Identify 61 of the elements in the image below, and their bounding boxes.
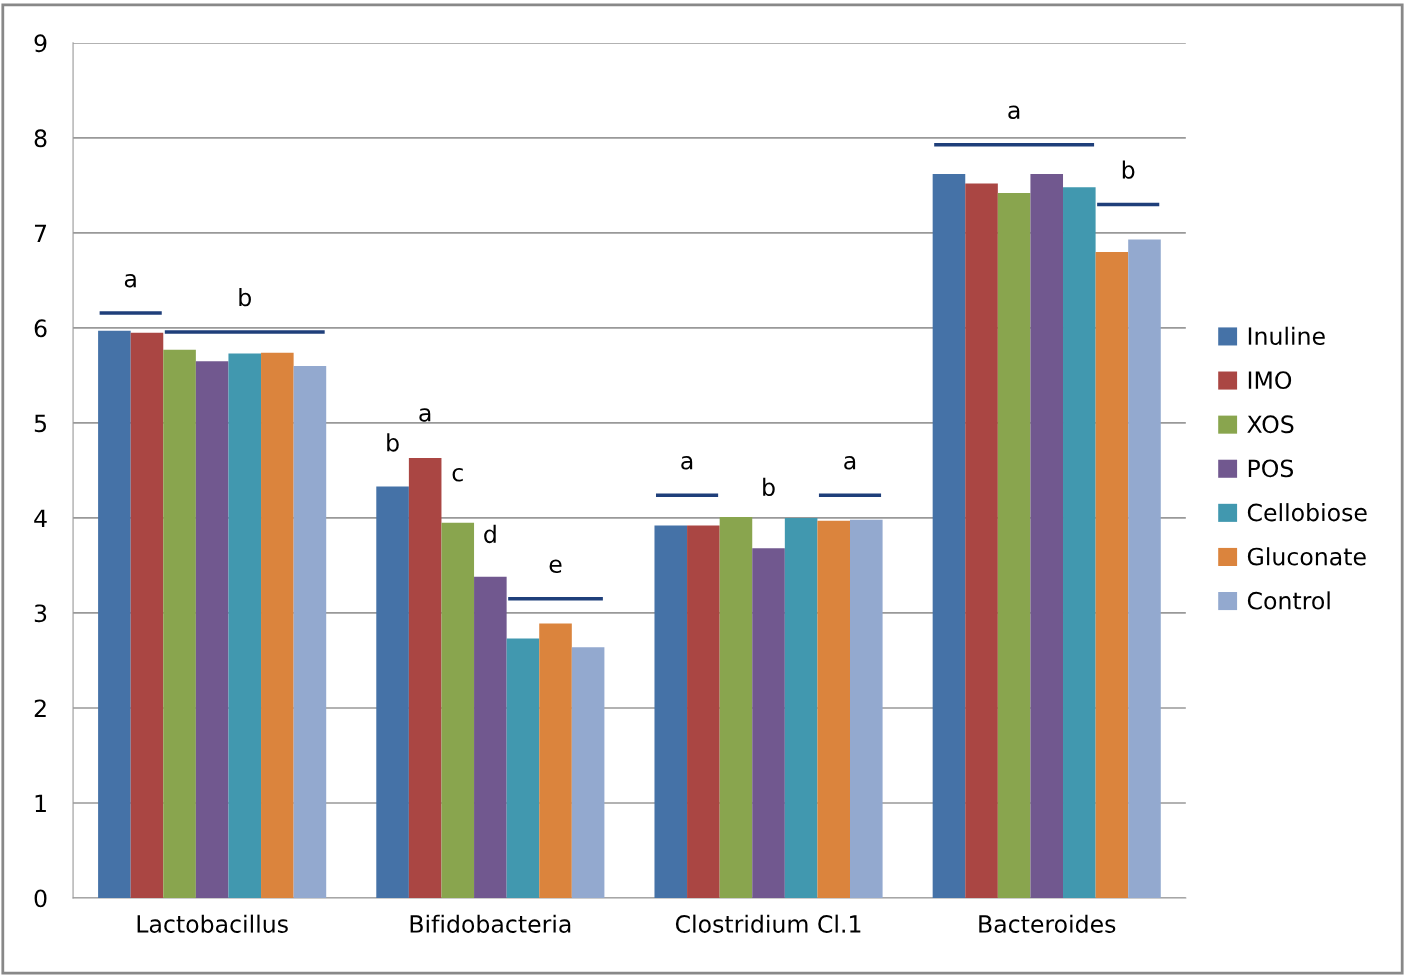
- annotation: c: [452, 468, 463, 482]
- bar: [932, 174, 966, 898]
- bar: [376, 486, 409, 898]
- legend-label: Gluconate: [1247, 547, 1366, 566]
- x-tick-label: Lactobacillus: [137, 914, 288, 933]
- x-tick-label: Bacteroides: [979, 914, 1116, 933]
- bar: [1063, 187, 1096, 898]
- bar: [98, 330, 131, 898]
- legend-label: Control: [1247, 591, 1330, 610]
- bar: [228, 353, 262, 898]
- bar: [261, 352, 294, 898]
- bar: [817, 520, 850, 898]
- bar: [539, 623, 572, 898]
- bar: [474, 576, 507, 898]
- y-tick-label: 2: [34, 699, 46, 717]
- bar: [654, 525, 688, 898]
- annotation: a: [124, 273, 136, 288]
- bar: [719, 516, 753, 898]
- bar: [997, 193, 1031, 898]
- bar: [1128, 239, 1161, 898]
- y-tick-label: 4: [34, 509, 47, 527]
- legend-label: XOS: [1247, 415, 1294, 434]
- x-tick-label: Bifidobacteria: [410, 914, 571, 933]
- bar: [441, 522, 475, 898]
- bar: [752, 548, 785, 898]
- bar: [687, 525, 720, 898]
- bar: [784, 517, 818, 898]
- y-tick-label: 6: [34, 319, 47, 338]
- bar: [1095, 251, 1129, 898]
- bar: [506, 638, 540, 898]
- x-tick-label: Clostridium Cl.1: [675, 914, 861, 933]
- annotation: a: [844, 456, 856, 470]
- legend-label: Inuline: [1248, 326, 1325, 345]
- bar: [408, 458, 442, 898]
- bar: [195, 361, 229, 898]
- bar: [163, 349, 196, 898]
- bar: [571, 647, 605, 898]
- annotation: b: [387, 433, 399, 452]
- legend-label: IMO: [1248, 371, 1292, 390]
- y-tick-label: 8: [34, 129, 47, 148]
- y-tick-label: 0: [34, 889, 47, 908]
- annotation: d: [484, 524, 496, 544]
- bar: [850, 519, 883, 898]
- legend-label: Cellobiose: [1247, 503, 1367, 522]
- annotation: b: [763, 477, 775, 497]
- y-tick-label: 5: [34, 414, 46, 433]
- annotation: b: [239, 288, 251, 307]
- annotation: b: [1122, 160, 1135, 179]
- y-tick-label: 3: [34, 604, 47, 623]
- legend-label: POS: [1248, 459, 1294, 478]
- y-tick-label: 7: [34, 224, 47, 242]
- bar: [1030, 174, 1064, 898]
- bar: [293, 365, 327, 898]
- bar: [130, 332, 164, 898]
- annotation: a: [681, 456, 693, 470]
- bar: [965, 183, 998, 898]
- annotation: a: [419, 408, 431, 422]
- y-tick-label: 1: [35, 794, 46, 812]
- y-tick-label: 9: [34, 34, 47, 53]
- annotation: a: [1008, 105, 1020, 120]
- annotation: e: [549, 559, 562, 574]
